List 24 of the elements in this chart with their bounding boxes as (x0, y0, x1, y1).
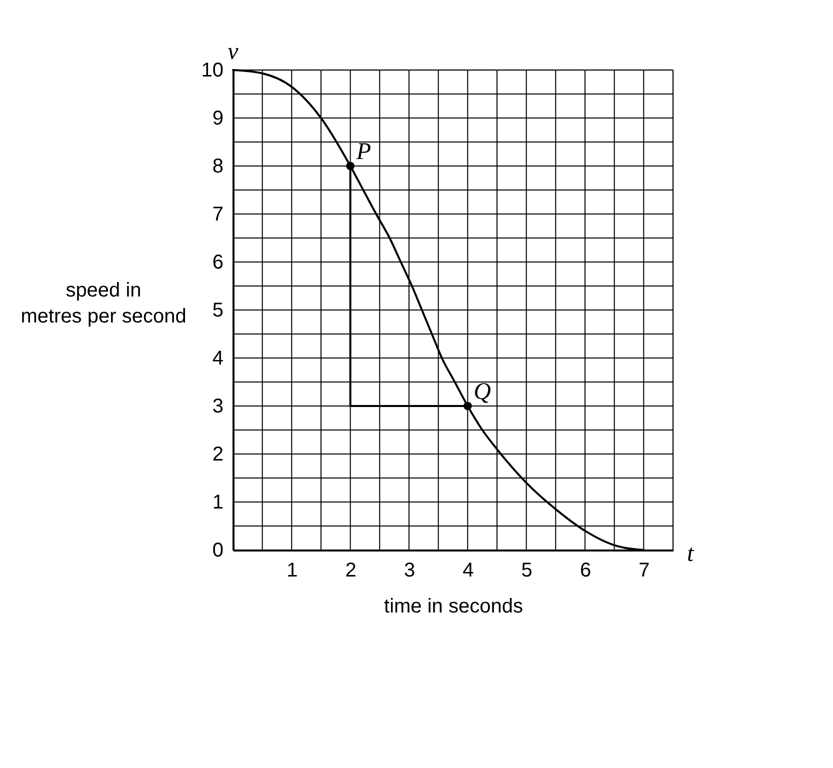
y-tick-label: 7 (212, 204, 224, 226)
y-axis-title: speed in metres per second (20, 280, 186, 328)
y-tick-label: 0 (212, 540, 224, 562)
y-tick-label: 1 (212, 492, 224, 514)
x-tick-label: 5 (521, 560, 532, 582)
text: v (228, 39, 239, 65)
x-tick-label: 6 (580, 560, 592, 582)
y-tick-label: 4 (212, 348, 224, 370)
y-tick-label: 8 (212, 156, 224, 178)
y-tick-label: 5 (212, 300, 224, 322)
x-tick-label: 1 (286, 560, 298, 582)
text: t (687, 541, 695, 567)
y-tick-label: 2 (212, 444, 224, 466)
annotation: P (355, 139, 372, 165)
y-tick-label: 3 (212, 396, 224, 418)
x-tick-label: 7 (638, 560, 650, 582)
annotation: Q (474, 379, 492, 405)
x-tick-label: 4 (462, 560, 474, 582)
x-tick-label: 2 (345, 560, 356, 582)
x-tick-label: 3 (404, 560, 416, 582)
y-tick-label: 9 (212, 108, 224, 130)
y-tick-label: 10 (201, 60, 224, 82)
x-axis-title: time in seconds (384, 596, 523, 618)
y-tick-label: 6 (212, 252, 224, 274)
